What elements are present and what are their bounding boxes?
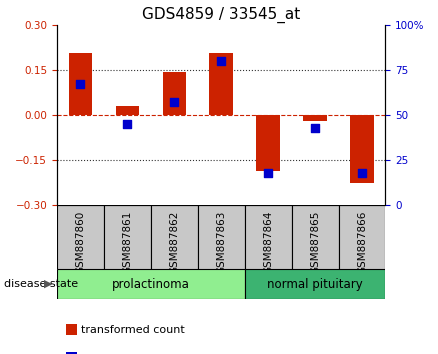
Point [265,170,272,176]
Bar [256,115,280,171]
Bar [245,205,292,269]
Point [218,58,225,64]
Point [124,121,131,127]
Point [358,170,365,176]
Bar [209,53,233,115]
Point [311,125,318,131]
Text: GSM887865: GSM887865 [310,210,320,274]
Text: GSM887863: GSM887863 [216,210,226,274]
Text: prolactinoma: prolactinoma [112,278,190,291]
Point [171,99,178,105]
Text: normal pituitary: normal pituitary [267,278,363,291]
Bar [339,205,385,269]
Text: GSM887862: GSM887862 [169,210,179,274]
Bar [104,205,151,269]
Bar [151,205,198,269]
Text: GSM887860: GSM887860 [75,210,85,274]
Bar [303,115,327,121]
Bar [69,53,92,115]
Text: GSM887866: GSM887866 [357,210,367,274]
Title: GDS4859 / 33545_at: GDS4859 / 33545_at [142,7,300,23]
Text: transformed count: transformed count [81,325,185,335]
Point [77,81,84,87]
Text: GSM887861: GSM887861 [122,210,132,274]
Bar [162,72,186,115]
Text: disease state: disease state [4,279,78,289]
Bar [292,205,339,269]
Bar [198,205,245,269]
Bar [57,269,245,299]
Text: GSM887864: GSM887864 [263,210,273,274]
Bar [350,115,374,183]
Bar [245,269,385,299]
Bar [116,106,139,115]
Text: ▶: ▶ [44,279,52,289]
Bar [57,205,104,269]
